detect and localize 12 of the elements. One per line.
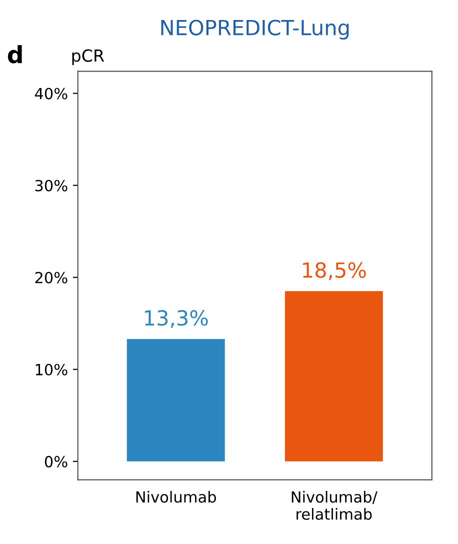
y-tick-label: 0% xyxy=(44,456,68,468)
text: d xyxy=(8,45,22,64)
y-tick-label: 40% xyxy=(34,88,68,100)
y-tick-label: 20% xyxy=(35,272,68,284)
x-tick-label: Nivolumab xyxy=(136,490,216,503)
y-tick-label: 10% xyxy=(36,364,68,376)
x-tick-label: Nivolumab/ relatlimab xyxy=(292,490,378,520)
y-tick-label: 30% xyxy=(35,180,68,192)
chart-title: NEOPREDICT-Lung xyxy=(161,20,349,40)
data-label: 18,5% xyxy=(303,262,366,280)
y-axis-title: pCR xyxy=(72,49,104,66)
data-label: 13,3% xyxy=(145,310,208,328)
